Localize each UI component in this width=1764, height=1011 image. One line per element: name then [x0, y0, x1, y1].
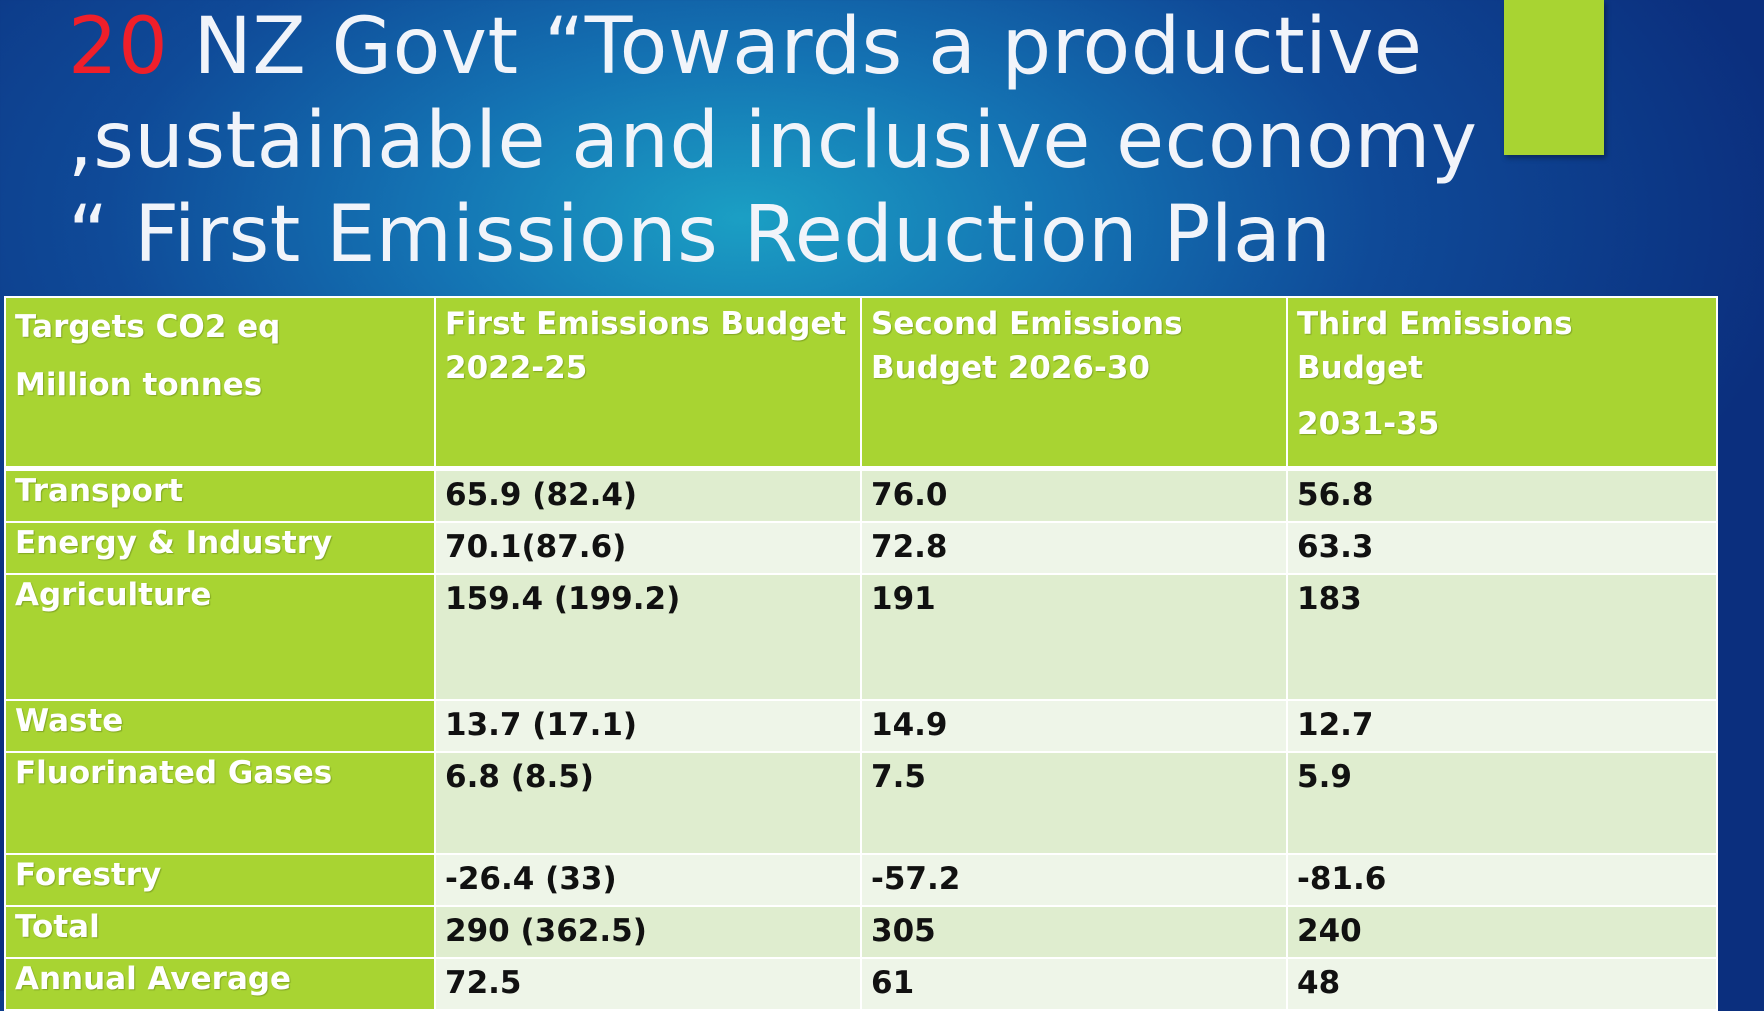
cell-third-budget: 56.8 — [1286, 467, 1718, 523]
header-targets: Targets CO2 eq Million tonnes — [4, 296, 436, 471]
row-label: Energy & Industry — [4, 521, 436, 575]
cell-second-budget: 7.5 — [860, 751, 1288, 855]
cell-second-budget: -57.2 — [860, 853, 1288, 907]
header-first-budget: First Emissions Budget 2022-25 — [434, 296, 862, 471]
row-label: Annual Average — [4, 957, 436, 1011]
cell-second-budget: 76.0 — [860, 467, 1288, 523]
cell-third-budget: 48 — [1286, 957, 1718, 1011]
header-third-line2: 2031-35 — [1297, 406, 1440, 442]
cell-third-budget: 12.7 — [1286, 699, 1718, 753]
cell-first-budget: 13.7 (17.1) — [434, 699, 862, 753]
row-label: Forestry — [4, 853, 436, 907]
cell-first-budget: 6.8 (8.5) — [434, 751, 862, 855]
table-row-agriculture: Agriculture 159.4 (199.2) 191 183 — [4, 573, 1718, 701]
table-header-row: Targets CO2 eq Million tonnes First Emis… — [4, 296, 1718, 471]
header-second-line2: Budget 2026-30 — [871, 350, 1150, 386]
cell-first-budget: 159.4 (199.2) — [434, 573, 862, 701]
table-row-fluorinated-gases: Fluorinated Gases 6.8 (8.5) 7.5 5.9 — [4, 751, 1718, 855]
row-label: Total — [4, 905, 436, 959]
header-first-line2: 2022-25 — [445, 350, 588, 386]
accent-bar — [1504, 0, 1604, 155]
cell-first-budget: 70.1(87.6) — [434, 521, 862, 575]
emissions-table-container: Targets CO2 eq Million tonnes First Emis… — [4, 296, 1718, 1011]
cell-second-budget: 305 — [860, 905, 1288, 959]
row-label: Transport — [4, 467, 436, 523]
title-line-1: 20 NZ Govt “Towards a productive — [68, 0, 1468, 94]
header-targets-line2: Million tonnes — [15, 367, 263, 403]
cell-first-budget: 72.5 — [434, 957, 862, 1011]
table-row-annual-average: Annual Average 72.5 61 48 — [4, 957, 1718, 1011]
cell-second-budget: 72.8 — [860, 521, 1288, 575]
emissions-budget-table: Targets CO2 eq Million tonnes First Emis… — [4, 296, 1718, 1011]
cell-third-budget: 183 — [1286, 573, 1718, 701]
title-line-1-text: NZ Govt “Towards a productive — [168, 2, 1423, 92]
cell-first-budget: -26.4 (33) — [434, 853, 862, 907]
title-line-3: “ First Emissions Reduction Plan — [68, 190, 1332, 280]
cell-second-budget: 191 — [860, 573, 1288, 701]
header-second-line1: Second Emissions — [871, 306, 1183, 342]
slide-title: 20 NZ Govt “Towards a productive ,sustai… — [68, 0, 1478, 282]
header-third-budget: Third Emissions Budget 2031-35 — [1286, 296, 1718, 471]
row-label: Fluorinated Gases — [4, 751, 436, 855]
title-line-2: ,sustainable and inclusive economy — [68, 96, 1478, 186]
cell-second-budget: 61 — [860, 957, 1288, 1011]
header-targets-line1: Targets CO2 eq — [15, 309, 281, 345]
table-row-forestry: Forestry -26.4 (33) -57.2 -81.6 — [4, 853, 1718, 907]
row-label: Waste — [4, 699, 436, 753]
cell-first-budget: 290 (362.5) — [434, 905, 862, 959]
cell-third-budget: 63.3 — [1286, 521, 1718, 575]
header-first-line1: First Emissions Budget — [445, 306, 847, 342]
table-row-energy-industry: Energy & Industry 70.1(87.6) 72.8 63.3 — [4, 521, 1718, 575]
table-row-transport: Transport 65.9 (82.4) 76.0 56.8 — [4, 467, 1718, 523]
table-row-total: Total 290 (362.5) 305 240 — [4, 905, 1718, 959]
table-row-waste: Waste 13.7 (17.1) 14.9 12.7 — [4, 699, 1718, 753]
cell-first-budget: 65.9 (82.4) — [434, 467, 862, 523]
row-label: Agriculture — [4, 573, 436, 701]
cell-second-budget: 14.9 — [860, 699, 1288, 753]
cell-third-budget: -81.6 — [1286, 853, 1718, 907]
header-second-budget: Second Emissions Budget 2026-30 — [860, 296, 1288, 471]
header-third-line1: Third Emissions Budget — [1297, 306, 1573, 386]
cell-third-budget: 5.9 — [1286, 751, 1718, 855]
slide-number: 20 — [68, 2, 169, 92]
cell-third-budget: 240 — [1286, 905, 1718, 959]
